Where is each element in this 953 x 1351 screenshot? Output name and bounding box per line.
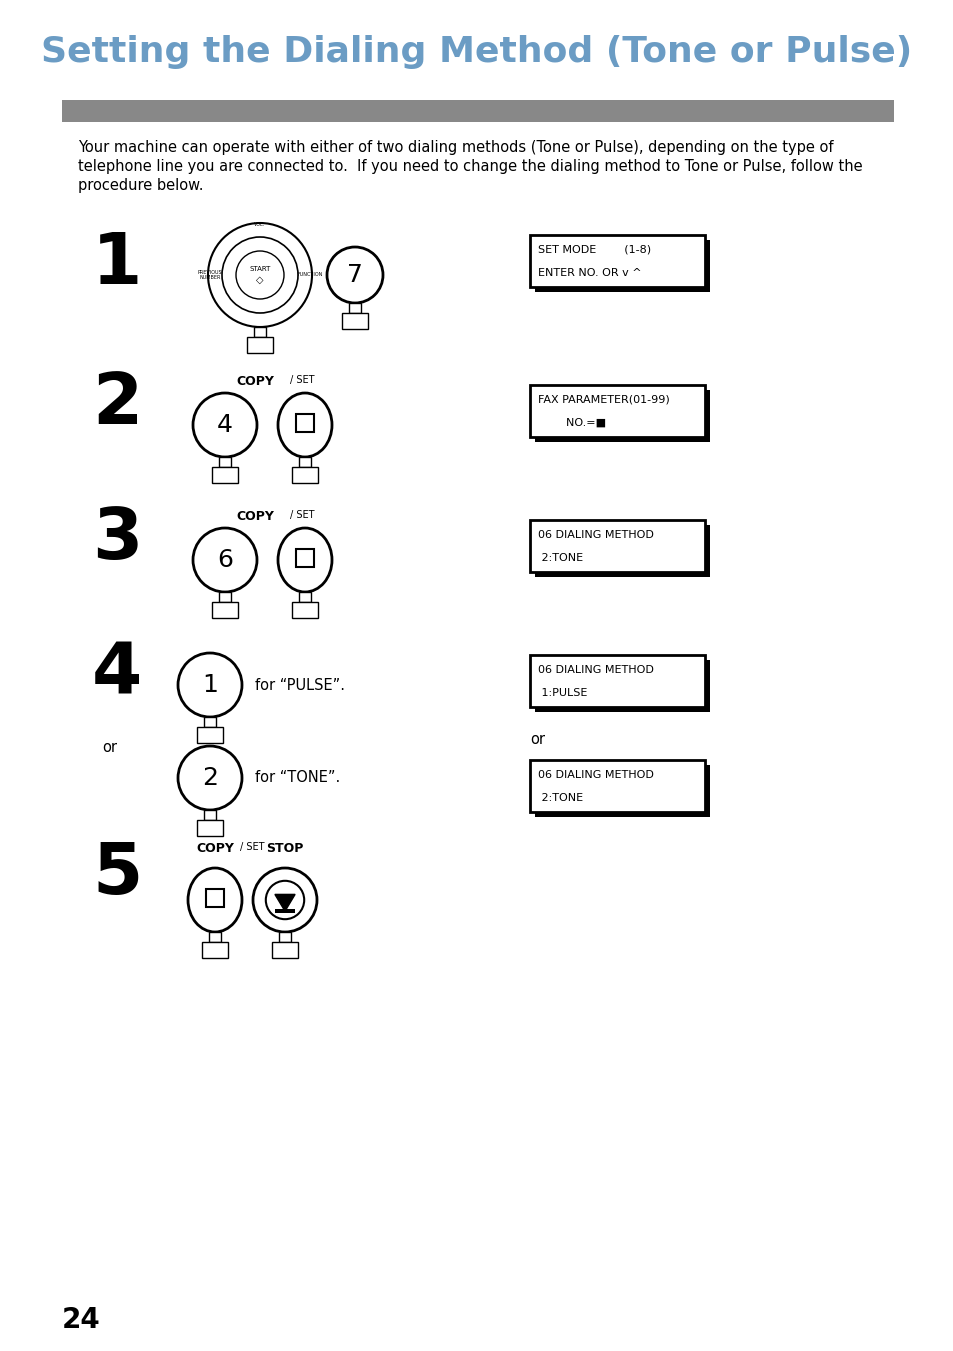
Text: PREVIOUS
NUMBER: PREVIOUS NUMBER <box>197 270 222 281</box>
FancyBboxPatch shape <box>295 413 314 432</box>
Text: 2: 2 <box>91 370 142 439</box>
Text: telephone line you are connected to.  If you need to change the dialing method t: telephone line you are connected to. If … <box>78 159 862 174</box>
FancyBboxPatch shape <box>202 942 228 958</box>
FancyBboxPatch shape <box>278 932 291 942</box>
Text: 1: 1 <box>91 230 142 299</box>
Text: for “PULSE”.: for “PULSE”. <box>254 677 345 693</box>
FancyBboxPatch shape <box>272 942 297 958</box>
FancyBboxPatch shape <box>204 811 215 820</box>
FancyBboxPatch shape <box>206 889 224 907</box>
FancyBboxPatch shape <box>196 820 223 836</box>
Text: START: START <box>249 266 271 272</box>
Circle shape <box>193 393 256 457</box>
FancyBboxPatch shape <box>530 385 704 436</box>
Text: COPY: COPY <box>235 376 274 388</box>
Text: FAX PARAMETER(01-99): FAX PARAMETER(01-99) <box>537 394 669 405</box>
Circle shape <box>327 247 382 303</box>
FancyBboxPatch shape <box>274 909 294 913</box>
Text: 2:TONE: 2:TONE <box>537 793 582 802</box>
FancyBboxPatch shape <box>530 235 704 286</box>
Ellipse shape <box>277 393 332 457</box>
FancyBboxPatch shape <box>196 727 223 743</box>
Text: FUNCTION: FUNCTION <box>297 273 322 277</box>
FancyBboxPatch shape <box>341 313 368 330</box>
FancyBboxPatch shape <box>212 467 237 484</box>
FancyBboxPatch shape <box>298 457 311 467</box>
Text: / SET: / SET <box>290 509 314 520</box>
FancyBboxPatch shape <box>530 520 704 571</box>
Text: 7: 7 <box>347 263 362 286</box>
FancyBboxPatch shape <box>535 661 709 712</box>
Circle shape <box>253 867 316 932</box>
FancyBboxPatch shape <box>219 457 231 467</box>
Text: 1: 1 <box>202 673 217 697</box>
FancyBboxPatch shape <box>535 526 709 577</box>
FancyBboxPatch shape <box>535 390 709 442</box>
FancyBboxPatch shape <box>292 603 317 617</box>
Text: SET MODE        (1-8): SET MODE (1-8) <box>537 245 651 255</box>
Text: 06 DIALING METHOD: 06 DIALING METHOD <box>537 770 653 780</box>
Ellipse shape <box>277 528 332 592</box>
Circle shape <box>208 223 312 327</box>
Circle shape <box>222 236 297 313</box>
Text: / SET: / SET <box>290 376 314 385</box>
Circle shape <box>193 528 256 592</box>
FancyBboxPatch shape <box>62 100 893 122</box>
FancyBboxPatch shape <box>212 603 237 617</box>
FancyBboxPatch shape <box>204 717 215 727</box>
Text: 6: 6 <box>216 549 233 571</box>
Text: 5: 5 <box>91 840 142 909</box>
FancyBboxPatch shape <box>535 765 709 817</box>
FancyBboxPatch shape <box>349 303 360 313</box>
Text: 3: 3 <box>91 505 142 574</box>
Text: STOP: STOP <box>266 842 303 855</box>
Text: 2:TONE: 2:TONE <box>537 553 582 562</box>
Text: 4: 4 <box>216 413 233 436</box>
Text: Setting the Dialing Method (Tone or Pulse): Setting the Dialing Method (Tone or Puls… <box>41 35 912 69</box>
Text: for “TONE”.: for “TONE”. <box>254 770 340 785</box>
Text: ENTER NO. OR v ^: ENTER NO. OR v ^ <box>537 267 641 277</box>
FancyBboxPatch shape <box>530 655 704 707</box>
Text: 4: 4 <box>91 640 142 709</box>
Text: or: or <box>102 740 117 755</box>
FancyBboxPatch shape <box>209 932 221 942</box>
Circle shape <box>235 251 284 299</box>
Text: NO.=■: NO.=■ <box>537 417 605 428</box>
Text: / SET: / SET <box>240 842 264 852</box>
Text: 06 DIALING METHOD: 06 DIALING METHOD <box>537 530 653 540</box>
FancyBboxPatch shape <box>219 592 231 603</box>
Text: ◇: ◇ <box>256 276 263 285</box>
FancyBboxPatch shape <box>298 592 311 603</box>
FancyBboxPatch shape <box>535 240 709 292</box>
FancyBboxPatch shape <box>292 467 317 484</box>
Text: 1:PULSE: 1:PULSE <box>537 688 587 697</box>
Circle shape <box>178 653 242 717</box>
Text: procedure below.: procedure below. <box>78 178 203 193</box>
Polygon shape <box>274 894 294 911</box>
Text: 24: 24 <box>62 1306 101 1333</box>
Text: 06 DIALING METHOD: 06 DIALING METHOD <box>537 665 653 676</box>
Text: VOL.: VOL. <box>254 223 265 227</box>
Text: Your machine can operate with either of two dialing methods (Tone or Pulse), dep: Your machine can operate with either of … <box>78 141 833 155</box>
Circle shape <box>178 746 242 811</box>
Text: COPY: COPY <box>235 509 274 523</box>
FancyBboxPatch shape <box>253 327 266 336</box>
FancyBboxPatch shape <box>247 336 273 353</box>
Text: 2: 2 <box>202 766 218 790</box>
Text: COPY: COPY <box>196 842 233 855</box>
FancyBboxPatch shape <box>530 761 704 812</box>
Text: or: or <box>530 732 544 747</box>
FancyBboxPatch shape <box>295 549 314 567</box>
Circle shape <box>266 881 304 919</box>
Ellipse shape <box>188 867 242 932</box>
